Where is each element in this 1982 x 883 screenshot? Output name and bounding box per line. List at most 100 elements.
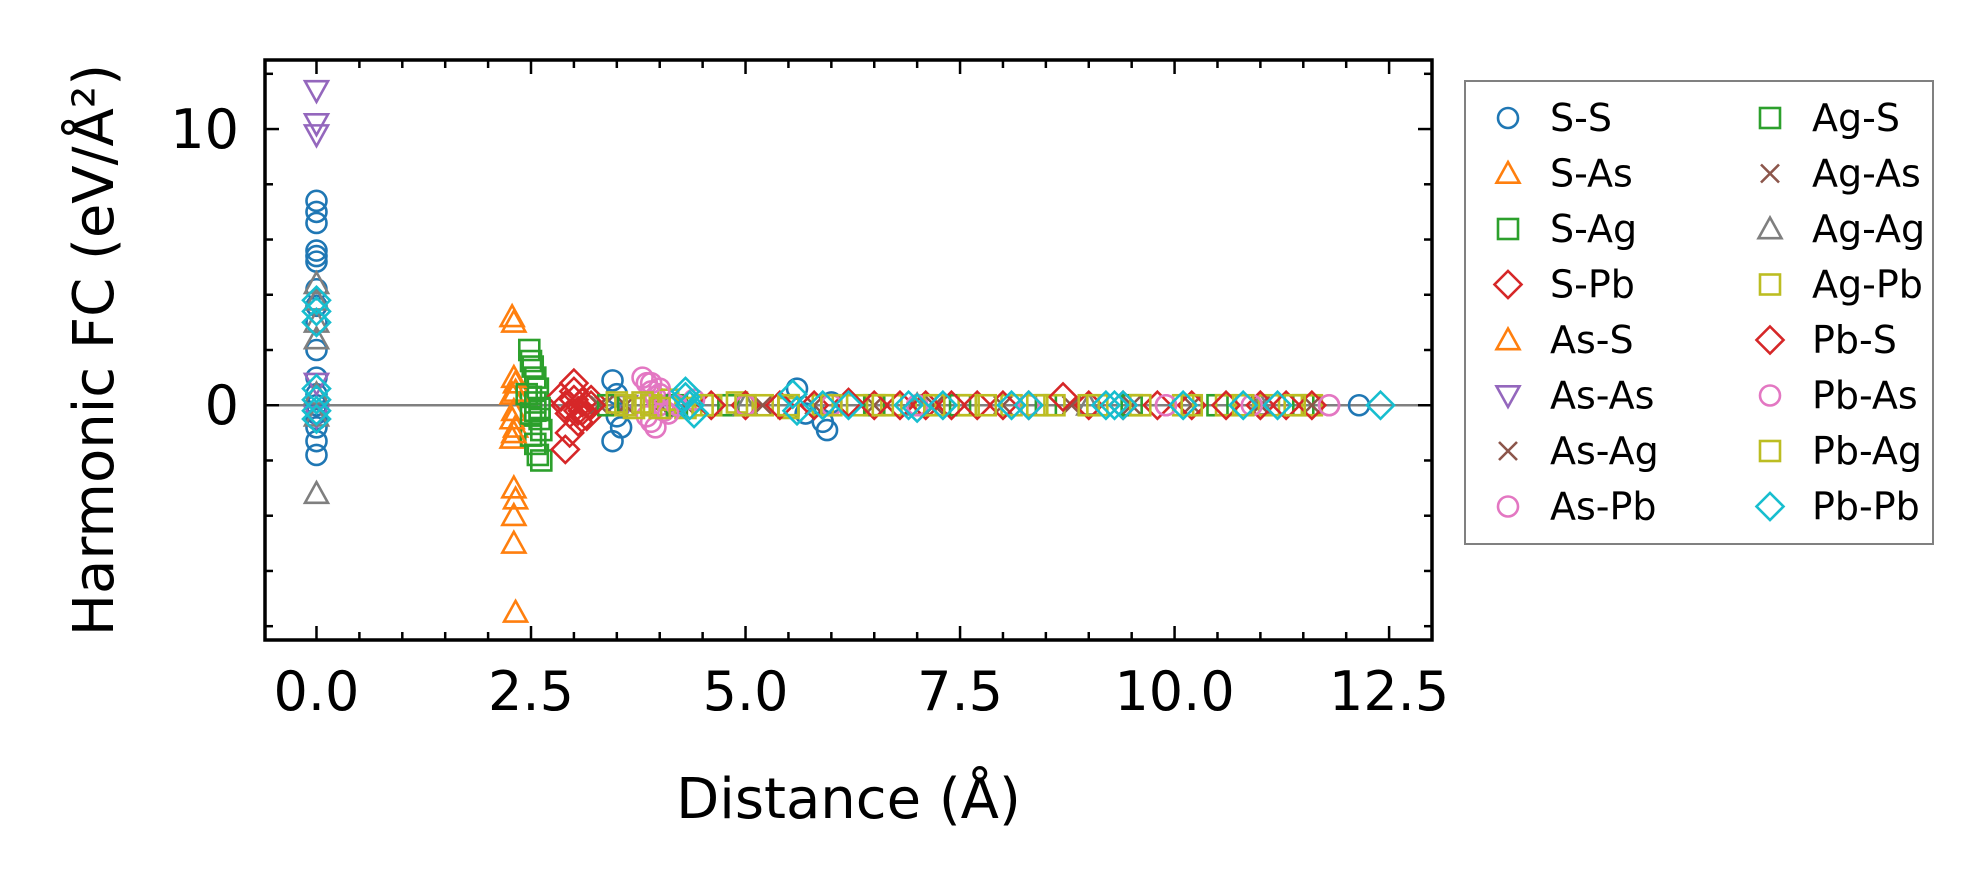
data-point xyxy=(691,393,714,417)
data-point xyxy=(751,393,774,417)
data-point xyxy=(764,389,796,421)
data-point xyxy=(305,200,328,224)
data-point xyxy=(500,529,528,554)
y-tick-label: 10 xyxy=(170,98,239,161)
legend: S-S S-As S-Ag S-Pb As-S As-As As-Ag As-Pb Ag-S Ag… xyxy=(1464,80,1934,545)
data-point xyxy=(305,239,328,262)
data-point xyxy=(1214,393,1238,417)
data-point xyxy=(301,373,332,405)
legend-entry: As-S xyxy=(1494,318,1634,362)
x-tick-label: 10.0 xyxy=(1114,660,1234,723)
data-point xyxy=(305,244,328,268)
data-points-layer xyxy=(265,79,1432,623)
x-tick-label: 7.5 xyxy=(917,660,1003,723)
data-point xyxy=(858,389,890,421)
data-point xyxy=(961,389,993,421)
data-point xyxy=(601,429,624,453)
legend-label: Ag-S xyxy=(1812,96,1900,140)
data-point xyxy=(734,393,757,417)
data-point xyxy=(1300,393,1324,417)
data-point xyxy=(682,388,706,412)
data-point xyxy=(1257,393,1281,417)
data-point xyxy=(558,384,590,416)
data-point xyxy=(302,324,331,350)
data-point xyxy=(901,392,933,424)
data-point xyxy=(567,395,598,427)
legend-entry: Pb-Pb xyxy=(1754,485,1920,529)
axes: 0.0 2.5 5.0 7.5 10.0 12.5 0 10 Distance (Å) Harmo… xyxy=(61,58,1449,832)
data-point xyxy=(302,269,331,295)
legend-marker xyxy=(1494,159,1522,184)
data-point xyxy=(305,189,328,213)
legend-label: As-S xyxy=(1550,318,1634,362)
data-point xyxy=(1107,389,1139,421)
y-tick-label: 0 xyxy=(205,374,239,437)
data-point xyxy=(605,391,629,414)
series-s-as xyxy=(498,302,530,623)
legend-label: As-Ag xyxy=(1550,429,1659,473)
legend-entry: S-S xyxy=(1496,96,1612,140)
legend-label: Ag-Pb xyxy=(1812,263,1923,307)
legend-marker xyxy=(1758,439,1782,463)
data-point xyxy=(1000,393,1023,417)
legend-label: Ag-As xyxy=(1812,152,1921,196)
data-point xyxy=(1227,389,1259,421)
data-point xyxy=(1317,393,1341,417)
data-point xyxy=(302,479,331,505)
data-point xyxy=(893,389,924,421)
data-point xyxy=(554,417,585,449)
legend-entry: S-Ag xyxy=(1496,207,1637,251)
data-point xyxy=(957,393,980,417)
legend-marker xyxy=(1496,106,1520,130)
legend-entry: Pb-S xyxy=(1754,318,1897,362)
x-axis-label: Distance (Å) xyxy=(676,766,1021,832)
data-point xyxy=(1365,389,1396,421)
data-point xyxy=(1262,389,1293,421)
data-point xyxy=(500,473,528,499)
series-pb-ag xyxy=(614,391,1307,420)
data-point xyxy=(622,396,646,420)
legend-label: As-Pb xyxy=(1550,485,1657,529)
data-point xyxy=(601,369,624,392)
legend-label: Ag-Ag xyxy=(1812,207,1925,251)
data-point xyxy=(923,393,946,417)
data-point xyxy=(1047,381,1079,413)
data-point xyxy=(302,79,331,105)
legend-label: As-As xyxy=(1550,374,1654,418)
legend-label: Pb-Pb xyxy=(1812,485,1920,529)
data-point xyxy=(1043,393,1066,417)
data-point xyxy=(815,418,839,442)
data-point xyxy=(1099,389,1130,421)
data-point xyxy=(301,284,332,316)
legend-entry: Pb-Ag xyxy=(1758,429,1922,473)
data-point xyxy=(777,378,809,410)
data-point xyxy=(845,393,869,417)
data-point xyxy=(987,389,1019,421)
data-point xyxy=(807,389,839,421)
legend-marker xyxy=(1760,163,1780,184)
data-point xyxy=(1121,395,1142,416)
data-point xyxy=(575,389,607,421)
data-point xyxy=(631,391,654,414)
data-point xyxy=(562,395,594,427)
data-point xyxy=(500,308,528,333)
data-point xyxy=(648,382,672,406)
x-tick-label: 2.5 xyxy=(488,660,574,723)
legend-marker xyxy=(1758,106,1782,130)
legend-entry: Ag-As xyxy=(1760,152,1921,196)
data-point xyxy=(1347,393,1371,417)
legend-entry: Ag-Pb xyxy=(1758,263,1923,307)
data-point xyxy=(305,443,328,467)
data-point xyxy=(501,598,530,623)
legend-entry: Ag-Ag xyxy=(1756,207,1925,251)
legend-label: S-S xyxy=(1550,96,1612,140)
data-point xyxy=(1231,393,1255,417)
data-point xyxy=(596,393,620,417)
data-point xyxy=(562,406,594,438)
data-point xyxy=(500,501,528,527)
legend-label: Pb-S xyxy=(1812,318,1897,362)
legend-marker xyxy=(1496,217,1520,241)
series-as-as xyxy=(302,79,683,431)
data-point xyxy=(528,396,551,420)
